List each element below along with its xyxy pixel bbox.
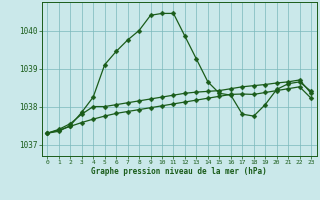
X-axis label: Graphe pression niveau de la mer (hPa): Graphe pression niveau de la mer (hPa) <box>91 167 267 176</box>
